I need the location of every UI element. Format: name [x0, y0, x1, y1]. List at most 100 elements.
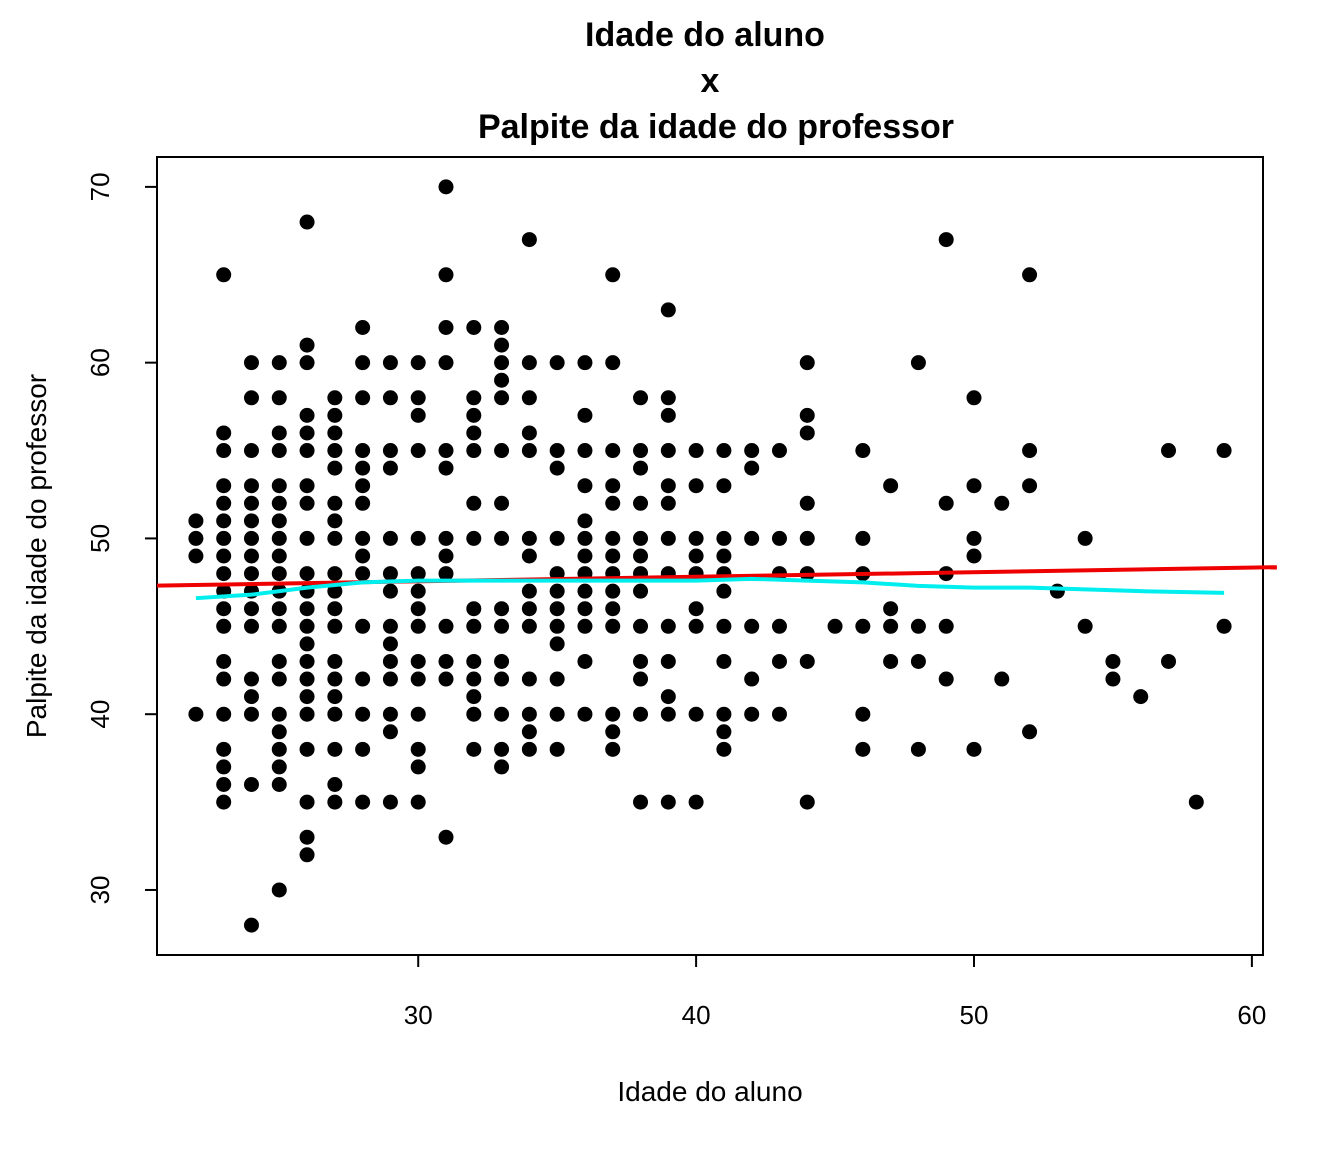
data-point — [494, 530, 510, 546]
data-point — [243, 513, 259, 529]
data-point — [633, 390, 649, 406]
data-point — [633, 618, 649, 634]
data-point — [1216, 443, 1232, 459]
data-point — [771, 618, 787, 634]
data-point — [605, 548, 621, 564]
data-point — [688, 548, 704, 564]
data-point — [327, 706, 343, 722]
data-point — [327, 583, 343, 599]
data-point — [855, 741, 871, 757]
data-point — [966, 478, 982, 494]
data-point — [688, 618, 704, 634]
data-point — [1077, 618, 1093, 634]
data-point — [660, 443, 676, 459]
data-point — [494, 319, 510, 335]
data-point — [438, 829, 454, 845]
data-point — [382, 443, 398, 459]
data-point — [771, 653, 787, 669]
data-point — [327, 495, 343, 511]
data-point — [660, 530, 676, 546]
data-point — [410, 759, 426, 775]
data-point — [438, 443, 454, 459]
data-point — [216, 548, 232, 564]
data-point — [243, 443, 259, 459]
data-point — [382, 390, 398, 406]
y-tick-label: 30 — [85, 876, 115, 905]
data-point — [355, 548, 371, 564]
data-point — [271, 724, 287, 740]
data-point — [716, 618, 732, 634]
x-tick-label: 30 — [404, 1000, 433, 1030]
data-point — [299, 689, 315, 705]
data-point — [577, 530, 593, 546]
data-point — [577, 583, 593, 599]
data-point — [521, 741, 537, 757]
data-point — [327, 513, 343, 529]
data-point — [216, 653, 232, 669]
data-point — [271, 777, 287, 793]
data-point — [494, 355, 510, 371]
data-point — [660, 689, 676, 705]
data-point — [327, 741, 343, 757]
data-point — [271, 671, 287, 687]
data-point — [633, 495, 649, 511]
data-point — [633, 583, 649, 599]
data-point — [382, 530, 398, 546]
data-point — [299, 653, 315, 669]
data-point — [716, 443, 732, 459]
data-point — [494, 671, 510, 687]
data-point — [938, 232, 954, 248]
data-point — [938, 671, 954, 687]
data-point — [1022, 267, 1038, 283]
data-point — [716, 548, 732, 564]
data-point — [716, 530, 732, 546]
data-point — [577, 601, 593, 617]
y-axis: 30 40 50 60 70 — [85, 172, 158, 905]
x-axis: 30 40 50 60 — [404, 954, 1266, 1030]
data-point — [382, 460, 398, 476]
data-point — [271, 530, 287, 546]
data-point — [243, 495, 259, 511]
data-point — [744, 671, 760, 687]
data-point — [216, 741, 232, 757]
data-point — [355, 355, 371, 371]
data-point — [494, 443, 510, 459]
data-point — [243, 689, 259, 705]
data-point — [910, 741, 926, 757]
data-point — [744, 618, 760, 634]
x-tick-label: 50 — [960, 1000, 989, 1030]
data-point — [549, 530, 565, 546]
data-point — [271, 618, 287, 634]
data-point — [216, 425, 232, 441]
data-point — [382, 724, 398, 740]
data-point — [271, 495, 287, 511]
y-tick-label: 50 — [85, 524, 115, 553]
data-point — [521, 443, 537, 459]
data-point — [355, 460, 371, 476]
data-point — [1216, 618, 1232, 634]
data-point — [799, 653, 815, 669]
data-point — [771, 706, 787, 722]
data-point — [299, 443, 315, 459]
lowess-line — [195, 576, 1225, 601]
data-point — [382, 566, 398, 582]
data-point — [410, 601, 426, 617]
data-point — [299, 530, 315, 546]
regression-line — [156, 565, 1277, 588]
data-point — [410, 706, 426, 722]
data-point — [688, 478, 704, 494]
data-point — [744, 460, 760, 476]
data-point — [271, 513, 287, 529]
data-point — [910, 618, 926, 634]
data-point — [188, 548, 204, 564]
data-point — [216, 530, 232, 546]
data-point — [799, 495, 815, 511]
data-point — [605, 706, 621, 722]
data-point — [744, 706, 760, 722]
data-point — [716, 724, 732, 740]
data-point — [494, 618, 510, 634]
data-point — [494, 653, 510, 669]
data-point — [883, 478, 899, 494]
data-point — [299, 407, 315, 423]
